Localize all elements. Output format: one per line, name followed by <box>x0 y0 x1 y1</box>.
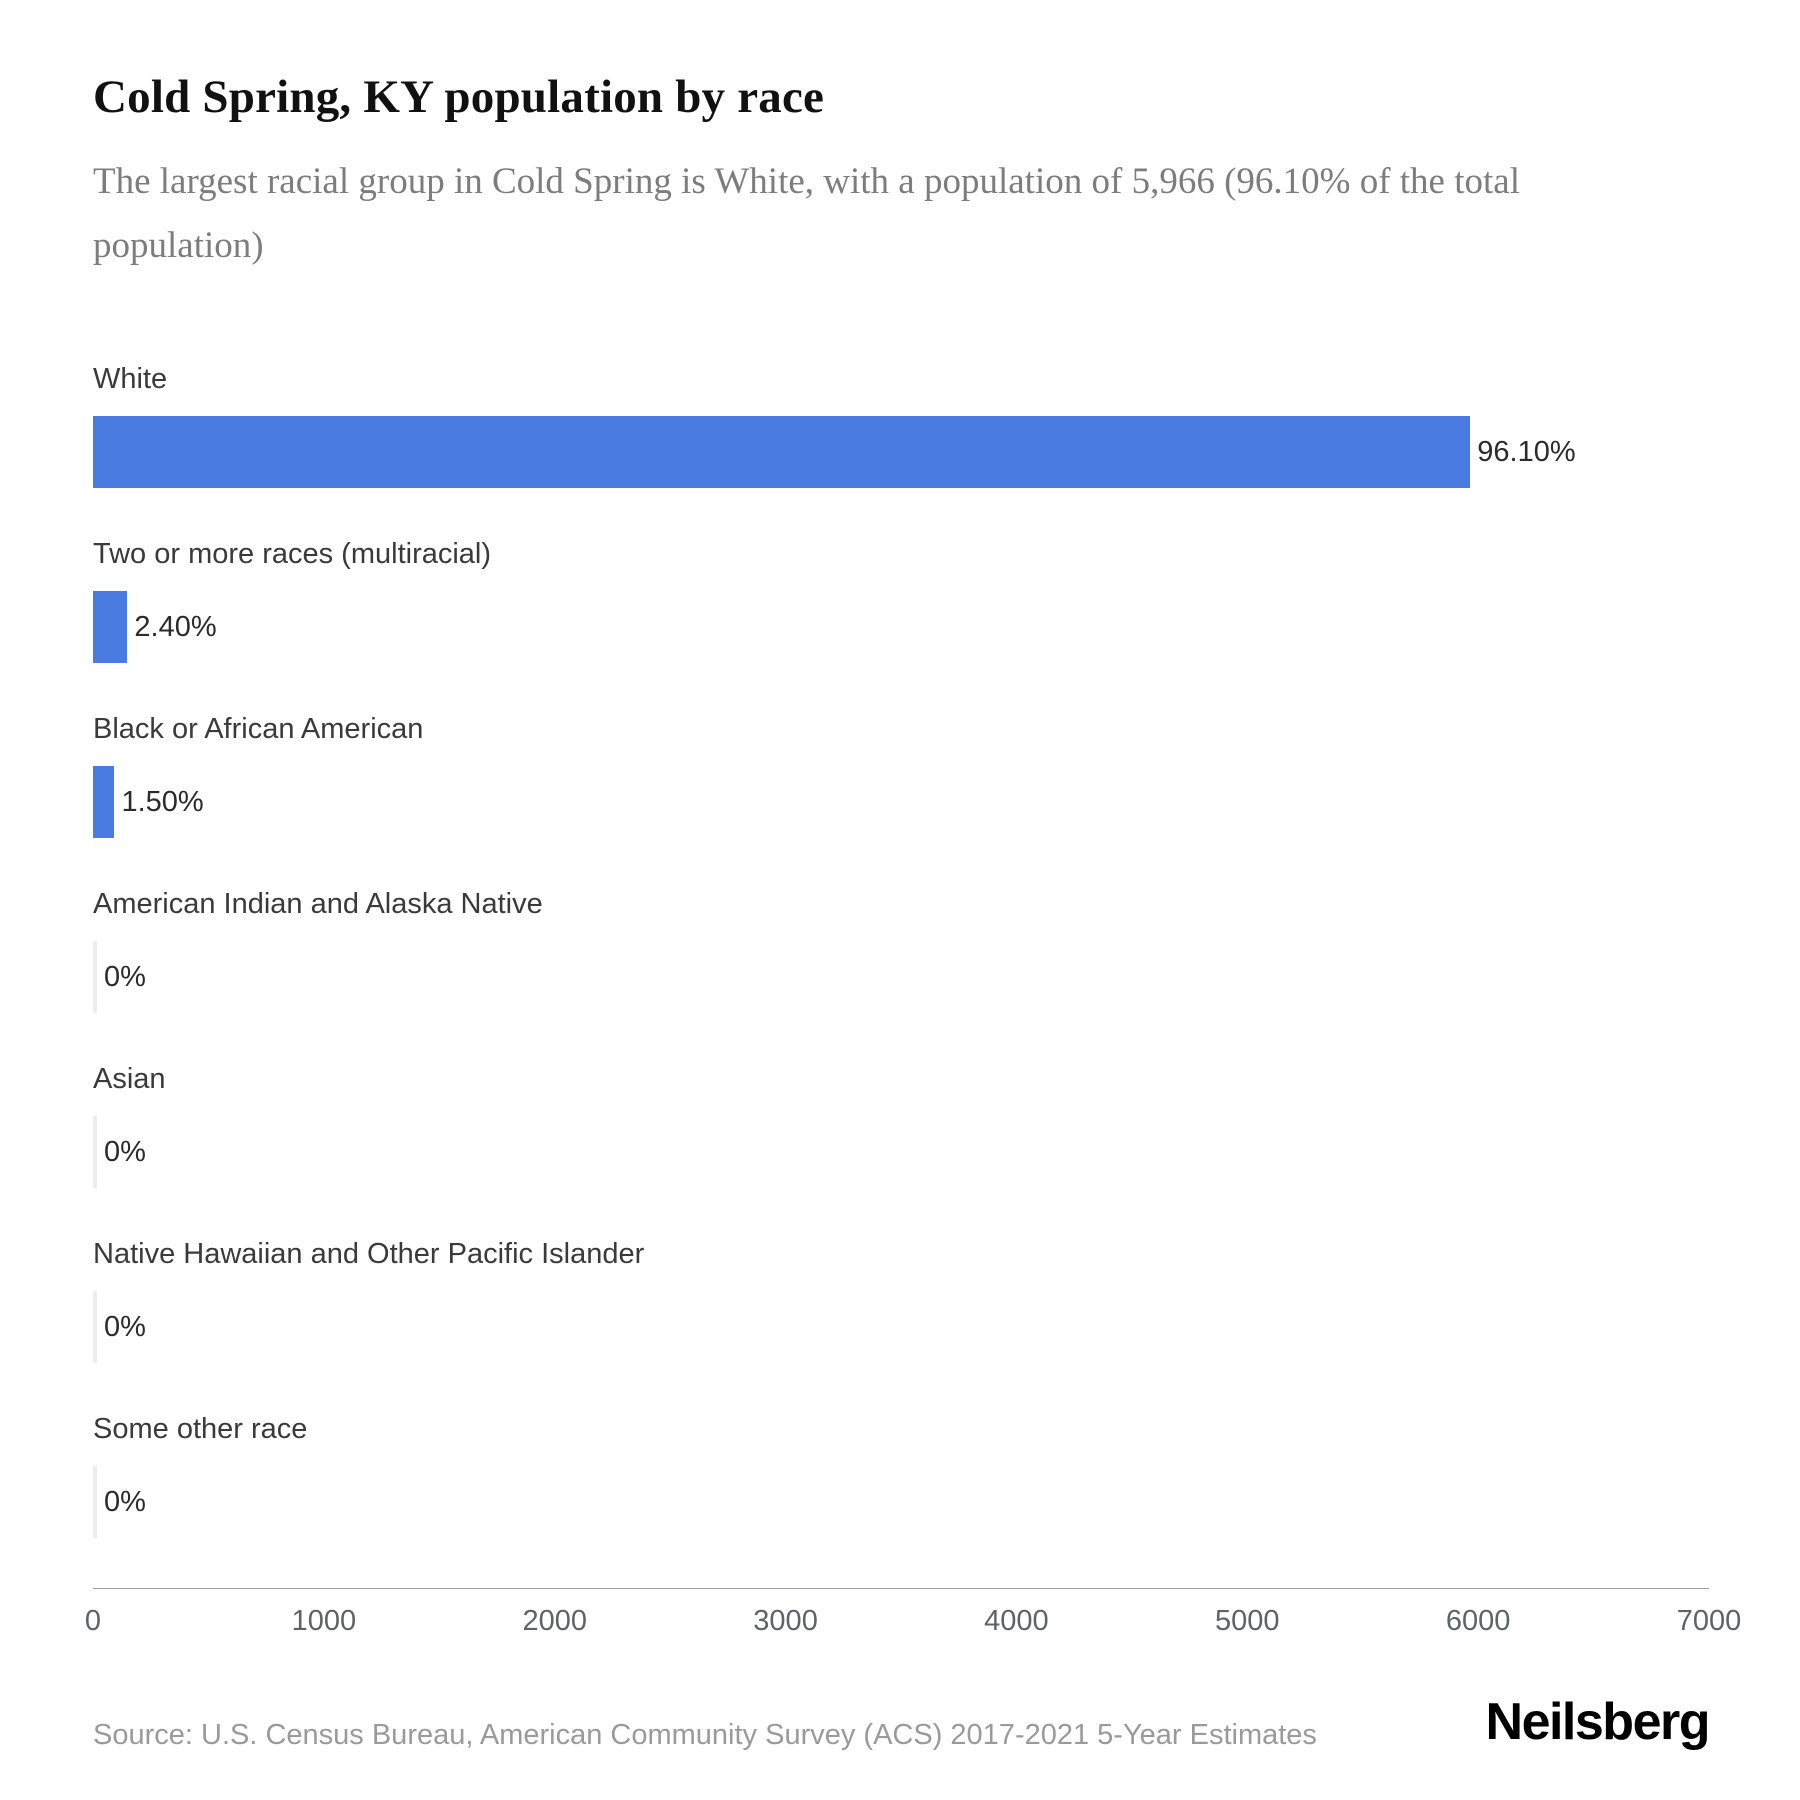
bar-row: White 96.10% <box>93 363 1709 489</box>
bar <box>93 416 1471 489</box>
bar-track: 1.50% <box>93 766 1709 839</box>
x-axis: 0 1000 2000 3000 4000 5000 6000 7000 <box>85 1588 1741 1648</box>
category-label: Black or African American <box>93 713 424 746</box>
value-label: 0% <box>104 1485 146 1518</box>
value-label: 1.50% <box>121 785 204 818</box>
x-tick-label: 3000 <box>753 1605 818 1638</box>
bar-row: Native Hawaiian and Other Pacific Island… <box>93 1238 1709 1364</box>
category-label: American Indian and Alaska Native <box>93 888 543 921</box>
bar-track: 2.40% <box>93 591 1709 664</box>
value-label: 0% <box>104 1310 146 1343</box>
bar-row: Asian 0% <box>93 1063 1709 1189</box>
bar-row: Two or more races (multiracial) 2.40% <box>93 538 1709 664</box>
x-tick-label: 7000 <box>1676 1605 1742 1638</box>
bar-chart: White 96.10% Two or more races (multiracia… <box>85 363 1741 1648</box>
value-label: 96.10% <box>1477 435 1576 468</box>
value-label: 0% <box>104 960 146 993</box>
x-tick-label: 0 <box>84 1605 102 1638</box>
bar-track: 0% <box>93 941 1709 1014</box>
x-tick-label: 6000 <box>1445 1605 1511 1638</box>
chart-subtitle: The largest racial group in Cold Spring … <box>93 161 1520 266</box>
bar <box>93 1116 97 1189</box>
chart-rows: White 96.10% Two or more races (multiracia… <box>93 363 1709 1539</box>
chart-title: Cold Spring, KY population by race <box>93 71 825 123</box>
bar-track: 0% <box>93 1116 1709 1189</box>
category-label: Native Hawaiian and Other Pacific Island… <box>93 1238 645 1271</box>
bar-track: 0% <box>93 1291 1709 1364</box>
bar <box>93 766 115 839</box>
category-label: Some other race <box>93 1413 308 1446</box>
bar-row: Black or African American 1.50% <box>93 713 1709 839</box>
source-text: Source: U.S. Census Bureau, American Com… <box>93 1719 1317 1751</box>
bar <box>93 1291 97 1364</box>
value-label: 2.40% <box>134 610 217 643</box>
bar-track: 0% <box>93 1466 1709 1539</box>
bar-row: American Indian and Alaska Native 0% <box>93 888 1709 1014</box>
x-tick-label: 1000 <box>291 1605 357 1638</box>
x-tick-label: 5000 <box>1215 1605 1280 1638</box>
bar <box>93 941 97 1014</box>
bar-track: 96.10% <box>93 416 1709 489</box>
footer: Source: U.S. Census Bureau, American Com… <box>93 1692 1711 1752</box>
bar-row: Some other race 0% <box>93 1413 1709 1539</box>
x-tick-label: 4000 <box>984 1605 1049 1638</box>
bar <box>93 591 128 664</box>
value-label: 0% <box>104 1135 146 1168</box>
category-label: Two or more races (multiracial) <box>93 538 492 571</box>
category-label: White <box>93 363 168 396</box>
category-label: Asian <box>93 1063 166 1096</box>
x-tick-label: 2000 <box>522 1605 587 1638</box>
neilsberg-logo: Neilsberg <box>1485 1693 1711 1751</box>
bar <box>93 1466 97 1539</box>
